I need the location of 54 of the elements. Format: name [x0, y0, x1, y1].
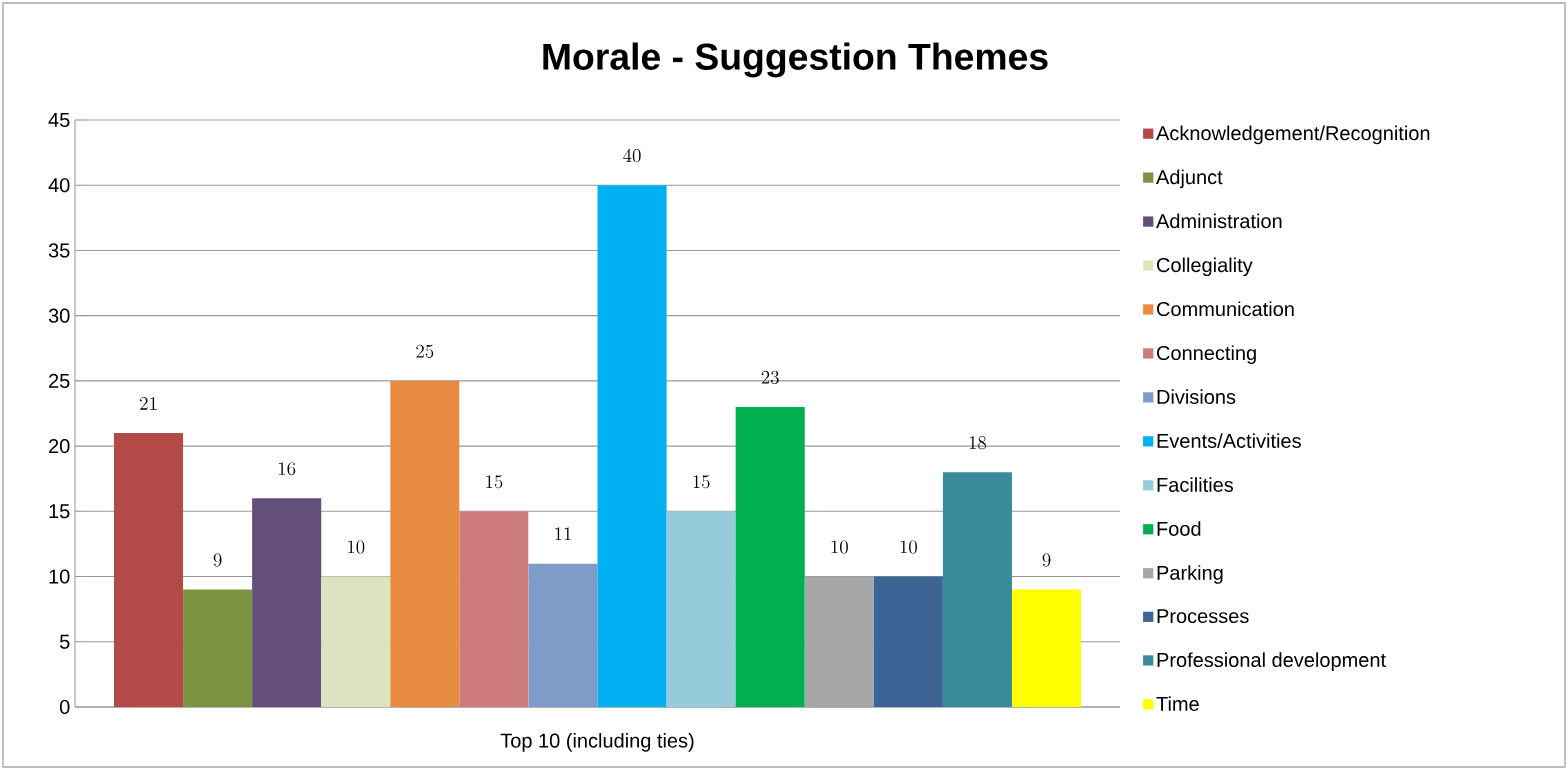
bar [459, 511, 529, 707]
chart-title: Morale - Suggestion Themes [543, 42, 1048, 78]
legend-label: Professional development [1157, 652, 1386, 671]
legend-label: Processes [1157, 609, 1249, 624]
legend-label: Connecting [1157, 345, 1256, 365]
legend-label: Parking [1157, 565, 1223, 584]
bar [666, 511, 736, 707]
data-label: 21 [140, 396, 157, 410]
legend-label: Divisions [1157, 389, 1236, 405]
data-label: 40 [623, 148, 641, 163]
legend-label: Communication [1157, 301, 1294, 317]
y-tick-label: 20 [49, 439, 70, 454]
bar [321, 576, 391, 707]
y-tick-label: 25 [49, 373, 70, 388]
bar [597, 185, 667, 707]
legend-label: Administration [1156, 213, 1282, 229]
legend-label: Facilities [1157, 477, 1234, 492]
bar [528, 563, 598, 707]
bar [735, 406, 805, 707]
data-label: 9 [213, 553, 222, 567]
data-label: 18 [969, 436, 986, 450]
bar [113, 433, 184, 707]
bar [942, 472, 1012, 707]
data-label: 25 [416, 344, 434, 358]
data-label: 23 [761, 370, 779, 384]
legend-label: Acknowledgement/Recognition [1156, 125, 1430, 145]
x-tick-label: Top 10 (including ties) [500, 733, 694, 752]
y-tick-label: 5 [59, 634, 70, 649]
y-tick-label: 15 [49, 504, 70, 519]
bar [804, 576, 874, 707]
data-label: 10 [348, 540, 365, 554]
bar [183, 589, 253, 707]
data-label: 10 [900, 540, 917, 554]
legend-label: Events/Activities [1157, 433, 1301, 448]
legend-label: Adjunct [1156, 169, 1223, 189]
y-tick-label: 10 [49, 569, 70, 584]
legend-label: Time [1156, 696, 1199, 711]
y-tick-label: 45 [48, 113, 70, 127]
y-tick-label: 35 [48, 243, 70, 258]
data-label: 15 [693, 475, 710, 489]
data-label: 15 [486, 475, 503, 489]
data-label: 10 [831, 540, 848, 554]
legend-label: Collegiality [1157, 257, 1253, 277]
data-label: 11 [555, 527, 571, 541]
bar [873, 576, 943, 707]
y-tick-label: 0 [59, 699, 70, 715]
bar [1011, 589, 1082, 707]
data-label: 16 [279, 462, 296, 476]
data-label: 9 [1042, 553, 1051, 567]
legend-label: Food [1157, 521, 1201, 536]
y-tick-label: 40 [48, 178, 70, 193]
bar [390, 380, 460, 707]
bar [252, 498, 322, 707]
y-tick-label: 30 [48, 308, 70, 323]
